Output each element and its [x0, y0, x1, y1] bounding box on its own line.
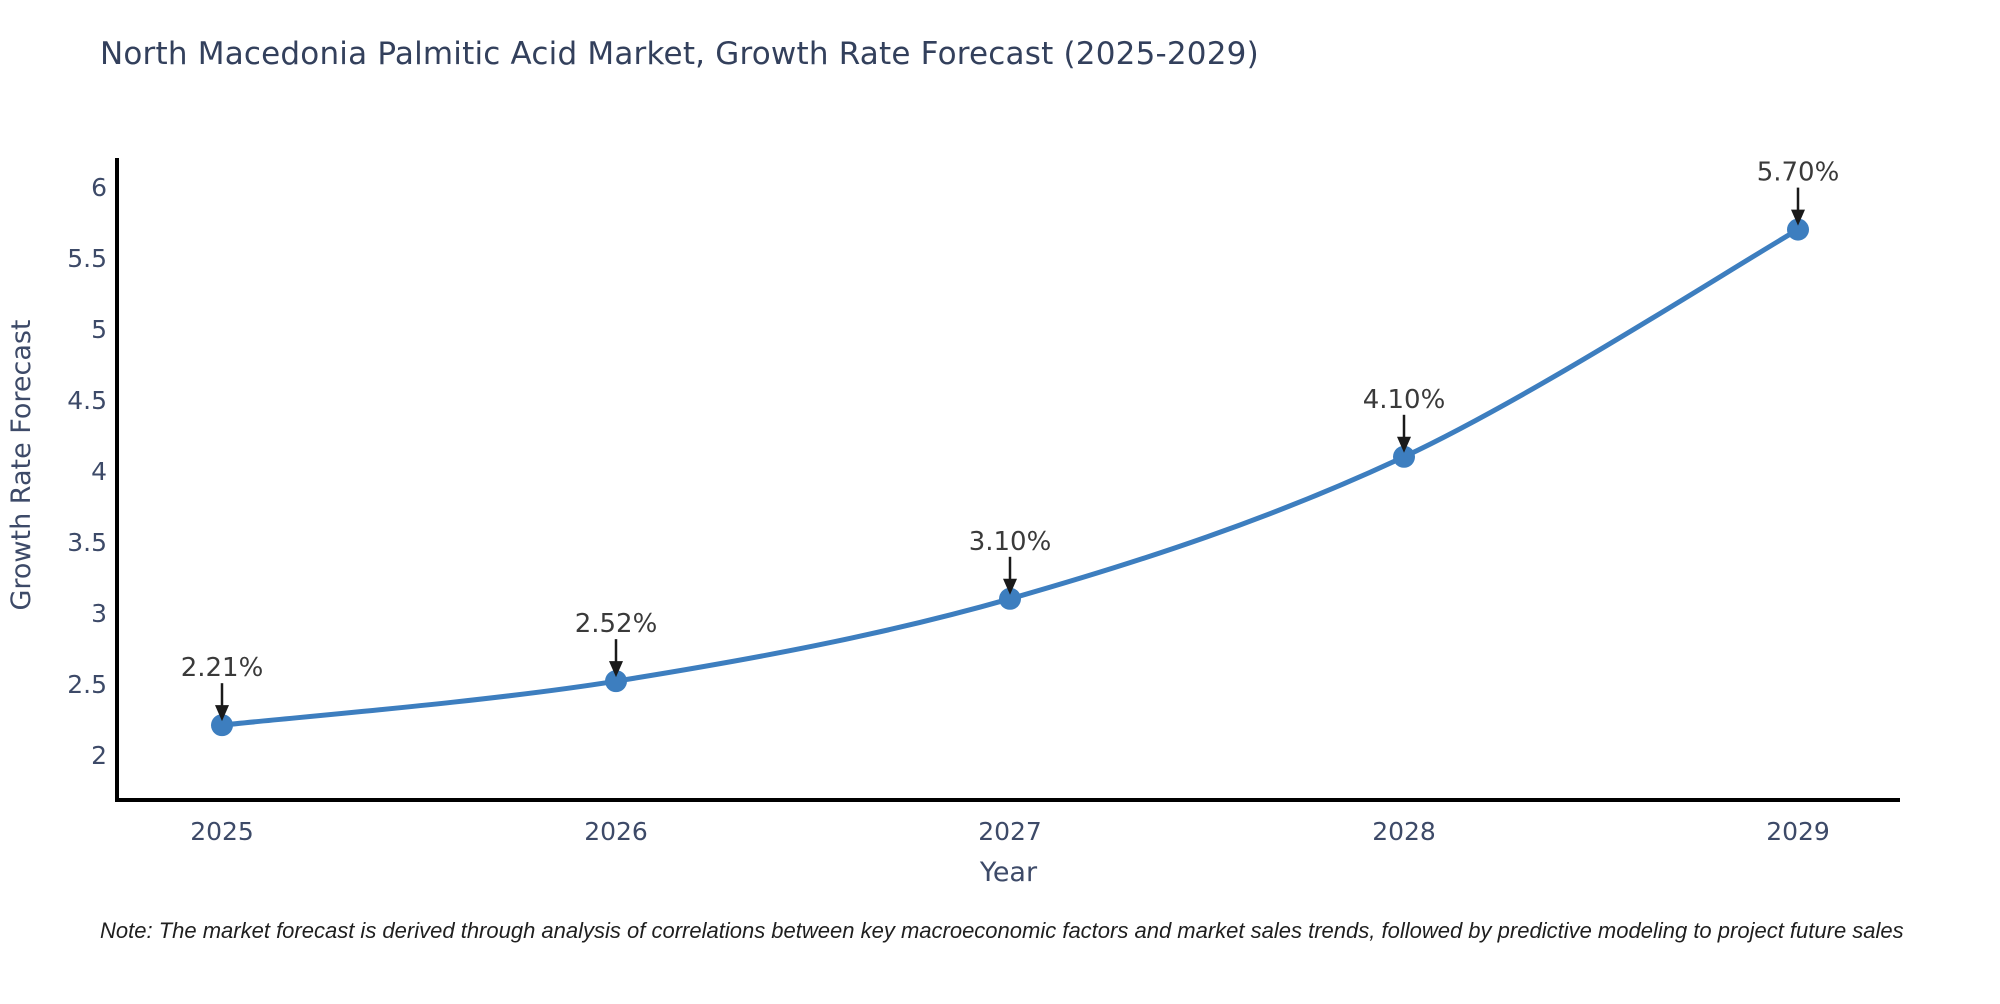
y-tick-label: 5.5	[67, 244, 107, 273]
annotation-arrow-head	[1003, 578, 1017, 595]
x-tick-label: 2029	[1766, 817, 1830, 846]
x-tick-label: 2025	[190, 817, 254, 846]
y-tick-label: 4	[91, 457, 107, 486]
x-axis-title: Year	[979, 857, 1038, 888]
forecast-line	[219, 227, 1801, 728]
data-point-marker[interactable]	[999, 587, 1021, 610]
chart-footnote: Note: The market forecast is derived thr…	[100, 918, 1904, 943]
y-tick-label: 2	[91, 741, 107, 770]
annotation-arrow-head	[1791, 209, 1805, 226]
annotation-arrow-head	[215, 705, 229, 722]
y-tick-label: 3.5	[67, 528, 107, 557]
x-tick-label: 2026	[584, 817, 648, 846]
data-point-marker[interactable]	[211, 714, 233, 737]
y-tick-label: 6	[91, 173, 107, 202]
y-axis-title: Growth Rate Forecast	[6, 319, 37, 610]
data-point-label: 3.10%	[969, 527, 1052, 557]
x-tick-label: 2028	[1372, 817, 1436, 846]
annotation-arrow-head	[1397, 436, 1411, 453]
annotation-arrow-head	[609, 661, 623, 678]
data-point-label: 5.70%	[1757, 158, 1840, 188]
data-point-label: 4.10%	[1363, 385, 1446, 415]
data-point-marker[interactable]	[1393, 445, 1415, 468]
chart-title: North Macedonia Palmitic Acid Market, Gr…	[100, 36, 1259, 72]
y-tick-label: 4.5	[67, 386, 107, 415]
y-tick-label: 3	[91, 599, 107, 628]
data-point-marker[interactable]	[1787, 218, 1809, 241]
data-point-marker[interactable]	[605, 670, 627, 693]
y-tick-label: 5	[91, 315, 107, 344]
y-tick-label: 2.5	[67, 670, 107, 699]
data-point-label: 2.21%	[181, 653, 264, 683]
x-tick-label: 2027	[978, 817, 1042, 846]
data-point-label: 2.52%	[575, 609, 658, 639]
